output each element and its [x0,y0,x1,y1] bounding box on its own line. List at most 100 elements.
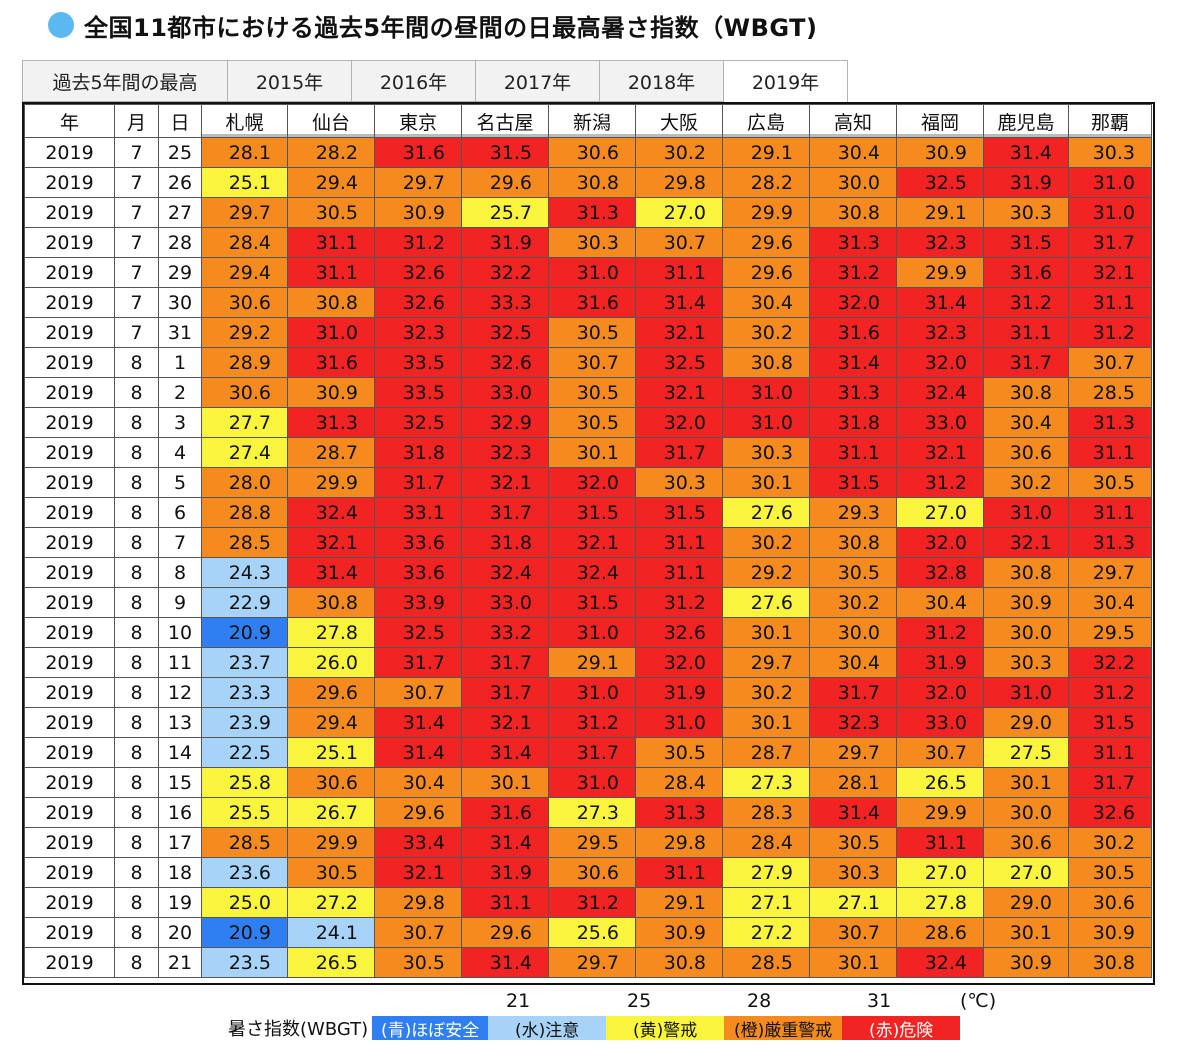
cell-wbgt-niigata: 30.7 [548,347,636,378]
cell-wbgt-niigata: 31.3 [548,197,636,228]
cell-wbgt-fukuoka: 30.4 [896,587,984,618]
cell-wbgt-sendai: 26.7 [287,797,375,828]
cell-wbgt-niigata: 31.5 [548,587,636,618]
cell-year: 2019 [24,887,115,918]
cell-wbgt-nagoya: 31.7 [461,647,549,678]
tab-2015[interactable]: 2015年 [228,60,352,102]
cell-wbgt-niigata: 30.1 [548,437,636,468]
cell-year: 2019 [24,617,115,648]
header-month: 月 [114,104,159,138]
cell-wbgt-naha: 31.1 [1068,287,1152,318]
cell-wbgt-osaka: 27.0 [635,197,723,228]
cell-month: 7 [114,287,159,318]
cell-wbgt-fukuoka: 29.9 [896,797,984,828]
cell-wbgt-nagoya: 31.5 [461,137,549,168]
cell-month: 8 [114,857,159,888]
cell-wbgt-sapporo: 27.7 [201,407,288,438]
cell-wbgt-naha: 31.5 [1068,707,1152,738]
cell-wbgt-nagoya: 32.1 [461,707,549,738]
table-row: 2019 8 17 28.5 29.9 33.4 31.4 29.5 29.8 28.4 30.5 3… [24,827,1152,858]
cell-year: 2019 [24,317,115,348]
cell-wbgt-tokyo: 29.8 [374,887,462,918]
cell-day: 5 [158,467,202,498]
table-row: 2019 8 3 27.7 31.3 32.5 32.9 30.5 32.0 31.0 31.8 33… [24,407,1152,438]
cell-wbgt-sapporo: 23.9 [201,707,288,738]
cell-wbgt-sendai: 26.0 [287,647,375,678]
table-row: 2019 7 26 25.1 29.4 29.7 29.6 30.8 29.8 28.2 30.0 3… [24,167,1152,198]
cell-wbgt-fukuoka: 32.0 [896,347,984,378]
cell-wbgt-sendai: 30.9 [287,377,375,408]
table-row: 2019 8 9 22.9 30.8 33.9 33.0 31.5 31.2 27.6 30.2 30… [24,587,1152,618]
cell-wbgt-sapporo: 30.6 [201,287,288,318]
cell-wbgt-sendai: 31.1 [287,257,375,288]
cell-wbgt-tokyo: 33.5 [374,347,462,378]
cell-wbgt-niigata: 30.6 [548,857,636,888]
cell-year: 2019 [24,527,115,558]
tab-2017[interactable]: 2017年 [476,60,600,102]
cell-month: 8 [114,527,159,558]
cell-wbgt-kochi: 29.3 [809,497,897,528]
cell-wbgt-kochi: 31.1 [809,437,897,468]
cell-wbgt-niigata: 30.5 [548,317,636,348]
cell-wbgt-hiroshima: 30.4 [722,287,810,318]
cell-month: 8 [114,947,159,978]
cell-wbgt-fukuoka: 32.4 [896,947,984,978]
cell-wbgt-hiroshima: 30.1 [722,617,810,648]
cell-wbgt-sapporo: 23.5 [201,947,288,978]
cell-wbgt-tokyo: 33.6 [374,557,462,588]
cell-wbgt-hiroshima: 27.6 [722,497,810,528]
cell-wbgt-hiroshima: 30.2 [722,677,810,708]
table-row: 2019 8 2 30.6 30.9 33.5 33.0 30.5 32.1 31.0 31.3 32… [24,377,1152,408]
cell-year: 2019 [24,917,115,948]
cell-day: 6 [158,497,202,528]
cell-wbgt-nagoya: 33.0 [461,377,549,408]
cell-wbgt-kochi: 31.7 [809,677,897,708]
cell-wbgt-sendai: 28.2 [287,137,375,168]
cell-wbgt-sendai: 28.7 [287,437,375,468]
cell-wbgt-sendai: 31.4 [287,557,375,588]
tab-2018[interactable]: 2018年 [600,60,724,102]
cell-month: 8 [114,767,159,798]
cell-day: 9 [158,587,202,618]
table-bottom-edge [24,980,1153,983]
cell-wbgt-niigata: 30.5 [548,407,636,438]
tab-2019[interactable]: 2019年 [724,60,848,102]
cell-day: 12 [158,677,202,708]
cell-wbgt-niigata: 30.6 [548,137,636,168]
cell-wbgt-hiroshima: 31.0 [722,377,810,408]
cell-wbgt-osaka: 32.1 [635,377,723,408]
year-tabs: 過去5年間の最高 2015年 2016年 2017年 2018年 2019年 [22,60,848,102]
cell-year: 2019 [24,167,115,198]
cell-wbgt-nagoya: 29.6 [461,167,549,198]
cell-wbgt-kochi: 30.8 [809,197,897,228]
cell-wbgt-tokyo: 31.6 [374,137,462,168]
cell-wbgt-niigata: 32.1 [548,527,636,558]
cell-wbgt-fukuoka: 31.9 [896,647,984,678]
cell-wbgt-osaka: 30.2 [635,137,723,168]
cell-year: 2019 [24,377,115,408]
cell-day: 1 [158,347,202,378]
cell-wbgt-hiroshima: 27.9 [722,857,810,888]
tab-2016[interactable]: 2016年 [352,60,476,102]
table-row: 2019 8 10 20.9 27.8 32.5 33.2 31.0 32.6 30.1 30.0 3… [24,617,1152,648]
cell-wbgt-hiroshima: 31.0 [722,407,810,438]
cell-wbgt-naha: 30.6 [1068,887,1152,918]
cell-wbgt-sendai: 29.4 [287,167,375,198]
cell-wbgt-kochi: 30.3 [809,857,897,888]
cell-wbgt-hiroshima: 30.1 [722,467,810,498]
cell-wbgt-sapporo: 29.2 [201,317,288,348]
cell-wbgt-naha: 30.3 [1068,137,1152,168]
cell-wbgt-niigata: 30.3 [548,227,636,258]
wbgt-table-scroll-area[interactable]: 年 月 日 札幌 仙台 東京 名古屋 新潟 大阪 広島 高知 福岡 鹿児島 那覇… [22,102,1155,985]
cell-wbgt-kochi: 31.5 [809,467,897,498]
cell-wbgt-niigata: 31.7 [548,737,636,768]
cell-wbgt-kochi: 30.0 [809,617,897,648]
table-row: 2019 8 21 23.5 26.5 30.5 31.4 29.7 30.8 28.5 30.1 3… [24,947,1152,978]
cell-wbgt-kagoshima: 30.1 [983,917,1069,948]
cell-wbgt-hiroshima: 28.5 [722,947,810,978]
cell-month: 8 [114,587,159,618]
cell-wbgt-fukuoka: 33.0 [896,407,984,438]
cell-wbgt-fukuoka: 27.8 [896,887,984,918]
cell-wbgt-kochi: 31.2 [809,257,897,288]
cell-month: 8 [114,797,159,828]
